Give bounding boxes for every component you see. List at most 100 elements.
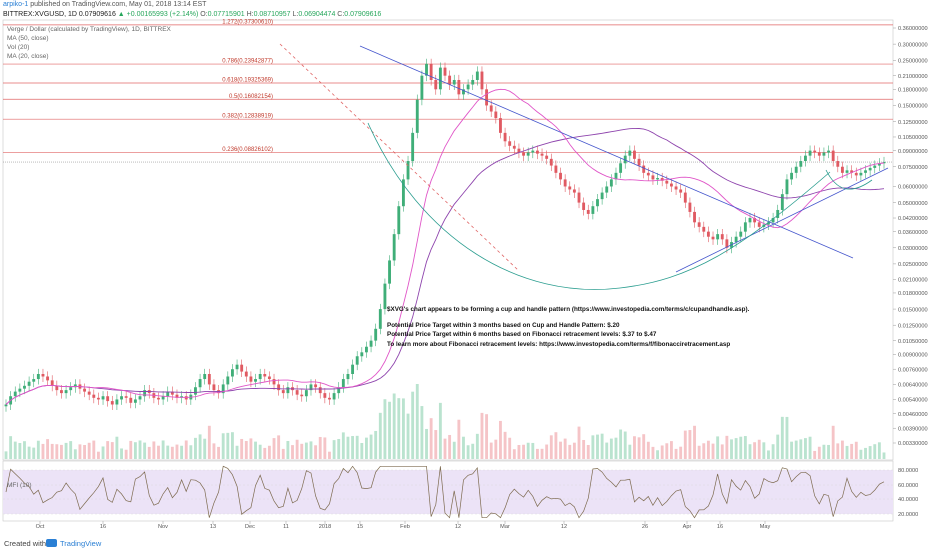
- low-value: 0.06904474: [298, 11, 336, 18]
- volume-bar: [217, 446, 221, 459]
- volume-bar: [212, 443, 216, 459]
- volume-bar: [434, 430, 438, 459]
- volume-bar: [619, 429, 623, 459]
- volume-bar: [365, 437, 368, 459]
- candle-body: [656, 178, 660, 180]
- x-tick-label: 12: [561, 524, 567, 530]
- candle-body: [734, 236, 738, 243]
- candle-body: [328, 397, 331, 400]
- volume-bar: [161, 440, 165, 459]
- candle-body: [720, 234, 724, 240]
- volume-bar: [850, 443, 854, 459]
- annotation-line-3: Potential Price Target within 6 months b…: [387, 331, 657, 338]
- candle-body: [637, 158, 641, 166]
- volume-bar: [194, 437, 197, 459]
- volume-bar: [882, 452, 886, 459]
- mfi-tick-label: 40.0000: [898, 497, 918, 503]
- candle-body: [836, 161, 840, 167]
- candle-body: [133, 399, 137, 403]
- volume-bar: [586, 444, 590, 459]
- downtrend-line: [359, 45, 854, 259]
- candle-body: [531, 150, 535, 153]
- volume-bar: [106, 441, 110, 459]
- volume-bar: [189, 445, 193, 459]
- fib-label: 0.786(0.23942877): [222, 59, 273, 65]
- candle-body: [753, 218, 757, 223]
- candle-body: [388, 260, 391, 284]
- mfi-legend: MFI (10): [7, 482, 32, 489]
- volume-bar: [207, 425, 211, 459]
- volume-bar: [660, 445, 664, 459]
- candle-body: [743, 222, 747, 232]
- candle-body: [249, 376, 253, 382]
- y-tick-label: 0.05000000: [898, 201, 928, 207]
- volume-bar: [526, 442, 530, 459]
- chart-canvas[interactable]: 0.36000000 0.30000000 0.25000000 0.21000000…: [0, 0, 932, 530]
- author-link[interactable]: arpiko-1: [3, 1, 29, 8]
- candle-body: [540, 153, 544, 156]
- ma50-line: [5, 127, 885, 405]
- candle-body: [840, 166, 844, 173]
- candle-body: [240, 364, 244, 372]
- candle-body: [716, 234, 720, 240]
- volume-bar: [623, 431, 627, 459]
- candle-body: [438, 67, 442, 90]
- volume-bar: [734, 438, 738, 459]
- candle-body: [420, 75, 424, 100]
- candle-body: [582, 202, 586, 210]
- volume-bar: [822, 444, 826, 459]
- x-tick-label: 15: [357, 524, 363, 530]
- y-tick-label: 0.00760000: [898, 367, 928, 373]
- candle-body: [845, 170, 849, 173]
- candle-body: [115, 399, 119, 405]
- volume-bar: [46, 439, 50, 459]
- volume-bar: [776, 434, 780, 459]
- volume-bar: [462, 436, 465, 459]
- candle-body: [568, 186, 572, 190]
- candle-body: [198, 379, 202, 388]
- y-tick-label: 0.04200000: [898, 216, 928, 222]
- candle-body: [304, 390, 308, 397]
- candle-body: [143, 390, 147, 397]
- volume-bar: [360, 442, 364, 459]
- candle-body: [591, 206, 595, 214]
- candle-body: [554, 165, 558, 173]
- fib-label: 0.5(0.16082154): [229, 94, 273, 100]
- candle-body: [831, 150, 835, 162]
- y-tick-label: 0.01050000: [898, 339, 928, 345]
- footer-created: Created with: [4, 539, 47, 548]
- candle-body: [27, 381, 31, 386]
- volume-bar: [531, 442, 535, 459]
- volume-bar: [235, 445, 239, 459]
- volume-bar: [392, 393, 396, 459]
- volume-bar: [836, 443, 840, 459]
- volume-bar: [425, 428, 428, 459]
- candle-body: [693, 211, 696, 223]
- volume-bar: [499, 420, 502, 459]
- volume-bar: [328, 451, 331, 459]
- volume-bar: [646, 441, 650, 459]
- candle-body: [286, 387, 290, 394]
- volume-bar: [572, 442, 576, 459]
- candle-body: [207, 373, 211, 385]
- y-tick-label: 0.12500000: [898, 120, 928, 126]
- y-tick-label: 0.00330000: [898, 441, 928, 447]
- cup-arc: [367, 122, 831, 290]
- volume-bar: [9, 436, 13, 459]
- footer-brand[interactable]: TradingView: [60, 539, 102, 548]
- candle-body: [808, 150, 812, 156]
- volume-bar: [679, 446, 683, 459]
- candle-body: [466, 84, 470, 90]
- volume-bar: [790, 441, 794, 459]
- candle-body: [767, 222, 770, 225]
- volume-bar: [110, 442, 114, 459]
- mfi-tick-label: 20.0000: [898, 512, 918, 518]
- volume-bar: [92, 440, 96, 459]
- candle-body: [41, 373, 45, 377]
- volume-bar: [549, 435, 553, 459]
- volume-bar: [674, 448, 678, 459]
- volume-bar: [540, 448, 544, 459]
- candle-body: [295, 390, 299, 395]
- volume-bar: [693, 425, 696, 459]
- publish-line: arpiko-1 published on TradingView.com, M…: [3, 1, 206, 8]
